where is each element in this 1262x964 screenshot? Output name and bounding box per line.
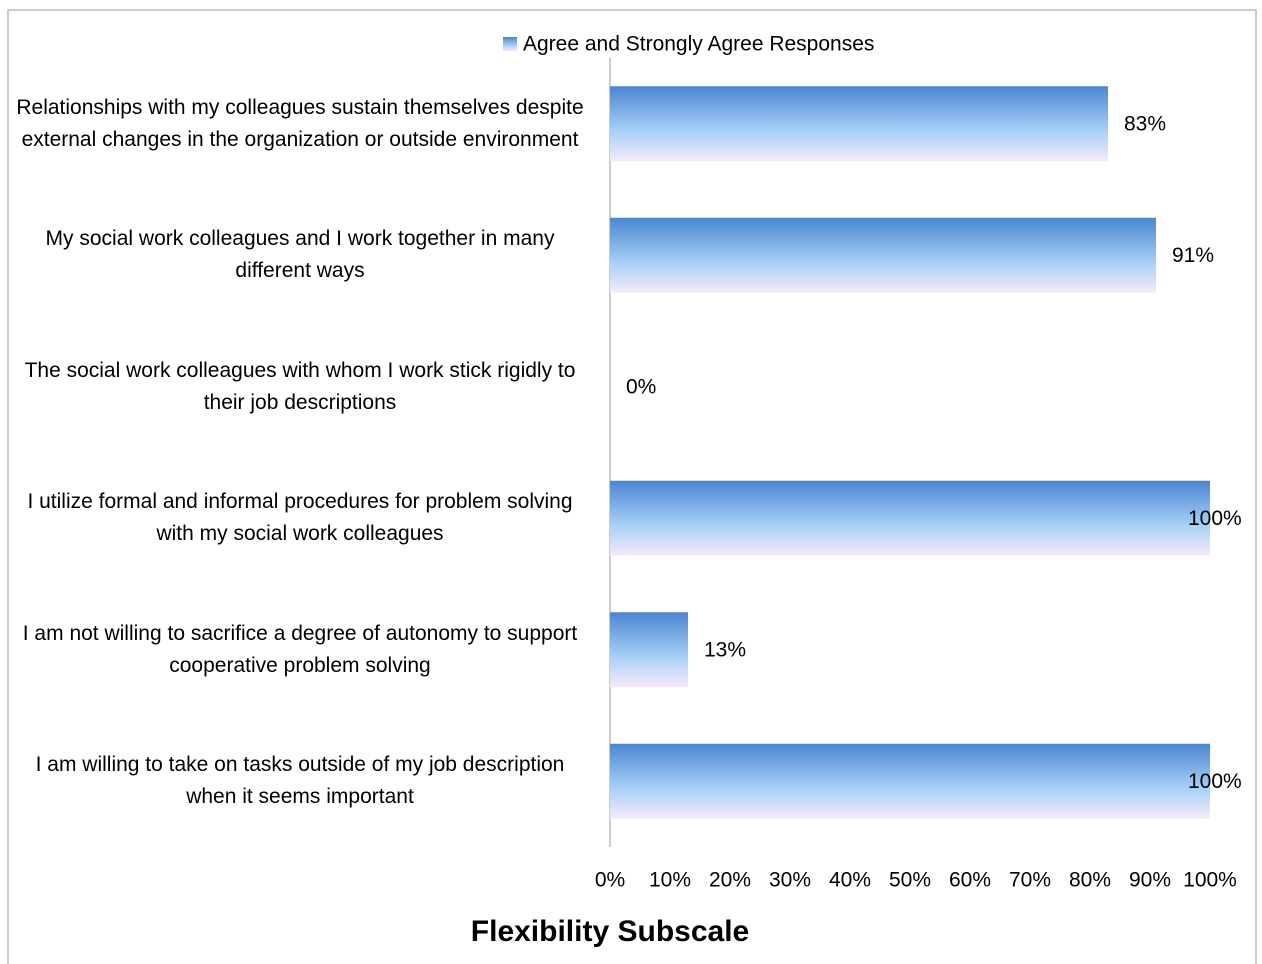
x-tick-label: 30% <box>769 869 811 892</box>
y-tick-label: The social work colleagues with whom I w… <box>24 358 576 414</box>
y-tick-label: Relationships with my colleagues sustain… <box>16 95 584 151</box>
data-label: 100% <box>1188 507 1242 530</box>
y-tick-label: I am not willing to sacrifice a degree o… <box>22 621 578 677</box>
legend-swatch <box>503 37 517 51</box>
data-label: 83% <box>1124 112 1166 135</box>
x-axis-title: Flexibility Subscale <box>471 915 749 948</box>
bar <box>610 612 688 688</box>
x-tick-label: 50% <box>889 869 931 892</box>
bar <box>610 743 1210 819</box>
bar <box>610 217 1156 293</box>
x-tick-label: 90% <box>1129 869 1171 892</box>
legend-label: Agree and Strongly Agree Responses <box>523 33 874 56</box>
x-tick-label: 10% <box>649 869 691 892</box>
y-tick-label: I utilize formal and informal procedures… <box>27 490 573 546</box>
bar <box>610 480 1210 556</box>
data-label: 0% <box>626 375 656 398</box>
data-label: 100% <box>1188 770 1242 793</box>
data-label: 13% <box>704 638 746 661</box>
x-tick-label: 20% <box>709 869 751 892</box>
y-tick-label: My social work colleagues and I work tog… <box>45 227 555 283</box>
x-tick-label: 80% <box>1069 869 1111 892</box>
x-tick-label: 40% <box>829 869 871 892</box>
y-tick-label: I am willing to take on tasks outside of… <box>35 753 565 809</box>
frame <box>7 9 1257 964</box>
data-label: 91% <box>1172 244 1214 267</box>
x-tick-label: 70% <box>1009 869 1051 892</box>
x-tick-label: 0% <box>595 869 625 892</box>
bar <box>610 86 1108 162</box>
x-tick-label: 100% <box>1183 869 1237 892</box>
x-tick-label: 60% <box>949 869 991 892</box>
